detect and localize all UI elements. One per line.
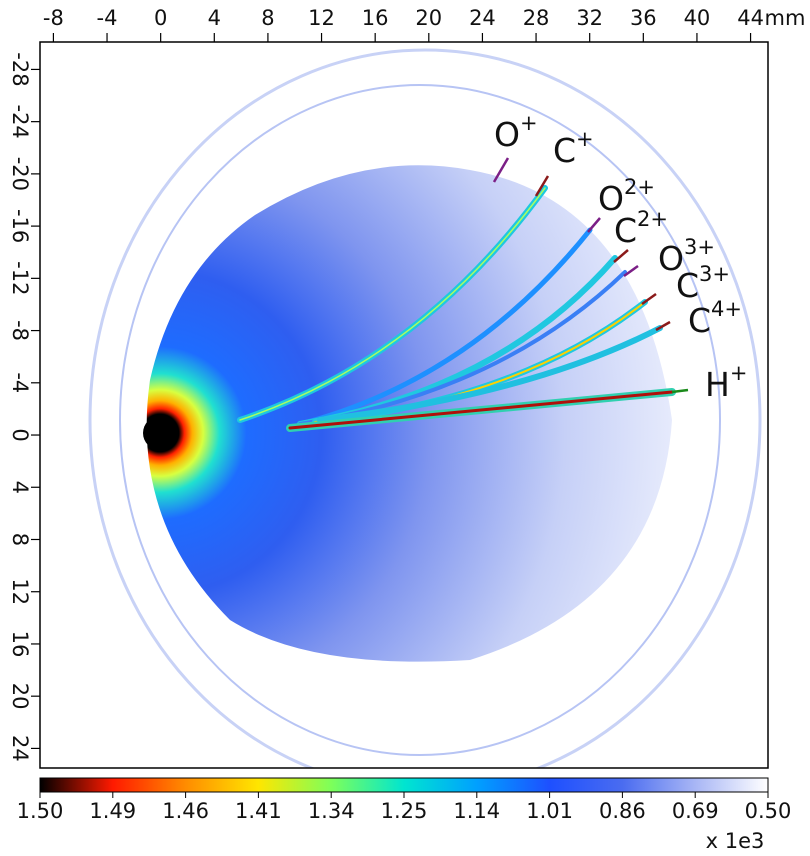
y-tick-label: 16 bbox=[8, 631, 32, 658]
y-tick-label: -12 bbox=[8, 261, 32, 295]
annotation-charge: 2+ bbox=[624, 175, 655, 199]
annotation-ion: O bbox=[494, 115, 520, 154]
inner-ring bbox=[119, 84, 721, 756]
annotation-pointer bbox=[623, 264, 639, 278]
colorbar-tick-label: 1.14 bbox=[453, 799, 500, 823]
colorbar bbox=[39, 777, 769, 793]
y-tick-label: -24 bbox=[8, 104, 32, 138]
annotation-pointer bbox=[655, 320, 671, 332]
colorbar-tick-label: 1.34 bbox=[308, 799, 355, 823]
annotation-charge: 4+ bbox=[711, 297, 742, 321]
annotation: O+ bbox=[494, 111, 538, 154]
y-tick-label: 12 bbox=[8, 578, 32, 605]
annotation-pointer bbox=[534, 175, 550, 197]
x-tick-label: 4 bbox=[208, 6, 221, 30]
x-tick-label: 32 bbox=[576, 6, 603, 30]
annotation-pointer bbox=[492, 157, 510, 183]
annotation-pointer bbox=[587, 217, 601, 233]
x-tick-label: 0 bbox=[154, 6, 167, 30]
annotation-ion: C bbox=[688, 301, 711, 340]
annotation-charge: 3+ bbox=[684, 235, 715, 259]
x-tick-label: 44 bbox=[737, 6, 764, 30]
y-tick-label: 20 bbox=[8, 683, 32, 710]
x-tick-label: 12 bbox=[308, 6, 335, 30]
x-tick-label: 16 bbox=[362, 6, 389, 30]
colorbar-tick-label: 1.50 bbox=[17, 799, 64, 823]
annotation: C4+ bbox=[688, 297, 742, 340]
annotation-ion: O bbox=[598, 179, 624, 218]
annotation-charge: 3+ bbox=[699, 262, 730, 286]
colorbar-tick-label: 1.46 bbox=[162, 799, 209, 823]
y-tick-label: 8 bbox=[8, 533, 32, 546]
annotation-pointer bbox=[671, 388, 689, 394]
annotation-ion: H bbox=[705, 365, 730, 404]
x-tick-label: 36 bbox=[630, 6, 657, 30]
y-tick-label: -16 bbox=[8, 209, 32, 243]
colorbar-tick-label: 1.01 bbox=[526, 799, 573, 823]
annotation: H+ bbox=[705, 361, 747, 404]
y-tick-label: 0 bbox=[8, 428, 32, 441]
annotation: O3+ bbox=[658, 235, 715, 278]
colorbar-tick-label: 1.41 bbox=[235, 799, 282, 823]
x-tick-label: 20 bbox=[415, 6, 442, 30]
beam-spot bbox=[143, 416, 177, 450]
colorbar-tick-label: 0.69 bbox=[672, 799, 719, 823]
x-tick-label: 28 bbox=[523, 6, 550, 30]
x-tick-label: 8 bbox=[261, 6, 274, 30]
annotation-charge: + bbox=[576, 127, 594, 151]
colorbar-tick-label: 0.50 bbox=[745, 799, 792, 823]
traces bbox=[237, 185, 676, 432]
colorbar-multiplier: x 1e3 bbox=[706, 829, 765, 853]
y-tick-label: -20 bbox=[8, 157, 32, 191]
annotation-ion: O bbox=[658, 239, 684, 278]
frame bbox=[39, 41, 769, 769]
x-tick-label: -8 bbox=[43, 6, 64, 30]
annotation-ion: C bbox=[676, 266, 699, 305]
x-tick-label: 40 bbox=[684, 6, 711, 30]
annotation-pointer bbox=[641, 292, 657, 306]
annotation-ion: C bbox=[553, 131, 576, 170]
annotation-charge: + bbox=[730, 361, 748, 385]
x-tick-label: -4 bbox=[97, 6, 118, 30]
annotation: C+ bbox=[553, 127, 594, 170]
annotation: O2+ bbox=[598, 175, 655, 218]
annotation: C3+ bbox=[676, 262, 730, 305]
colorbar-tick-label: 1.25 bbox=[381, 799, 428, 823]
y-tick-label: 4 bbox=[8, 481, 32, 494]
annotation-pointer bbox=[613, 249, 629, 263]
annotation-ion: C bbox=[614, 211, 637, 250]
colorbar-tick-label: 0.86 bbox=[599, 799, 646, 823]
annotation: C2+ bbox=[614, 207, 668, 250]
detector-image bbox=[88, 48, 762, 768]
y-tick-label: -8 bbox=[8, 320, 32, 341]
y-tick-label: -4 bbox=[8, 372, 32, 393]
x-unit: mm bbox=[765, 6, 806, 30]
y-tick-label: -28 bbox=[8, 52, 32, 86]
outer-ring bbox=[88, 48, 762, 768]
x-tick-label: 24 bbox=[469, 6, 496, 30]
y-tick-label: 24 bbox=[8, 735, 32, 762]
colorbar-tick-label: 1.49 bbox=[89, 799, 136, 823]
annotation-charge: 2+ bbox=[637, 207, 668, 231]
annotation-charge: + bbox=[520, 111, 538, 135]
